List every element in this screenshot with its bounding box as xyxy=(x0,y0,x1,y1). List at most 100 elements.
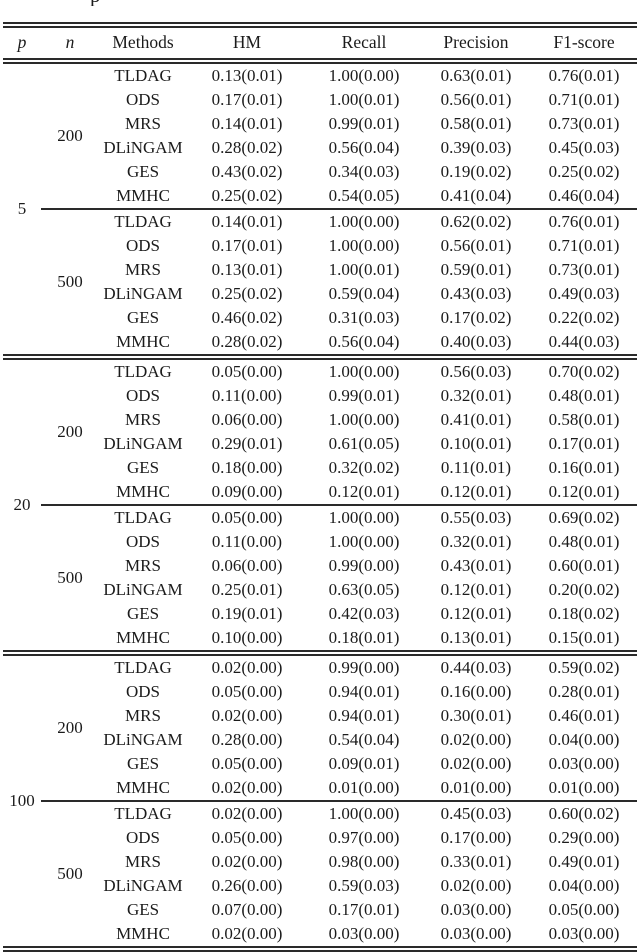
f1-cell: 0.60(0.01) xyxy=(548,556,620,575)
hm-cell: 0.28(0.02) xyxy=(211,138,283,157)
method-cell: MRS xyxy=(125,410,161,429)
precision-cell: 0.41(0.04) xyxy=(440,186,512,205)
method-cell: GES xyxy=(126,458,160,477)
table-row: MRS 0.02(0.00) 0.98(0.00) 0.33(0.01) 0.49(0.… xyxy=(3,850,637,874)
recall-cell: 0.54(0.04) xyxy=(328,730,400,749)
f1-cell: 0.12(0.01) xyxy=(548,482,620,501)
hm-cell: 0.02(0.00) xyxy=(211,852,283,871)
method-cell: GES xyxy=(126,604,160,623)
table-row: DLiNGAM 0.28(0.02) 0.56(0.04) 0.39(0.03) 0.4… xyxy=(3,136,637,160)
precision-cell: 0.12(0.01) xyxy=(440,482,512,501)
precision-cell: 0.03(0.00) xyxy=(440,924,512,943)
precision-cell: 0.62(0.02) xyxy=(421,208,531,234)
table-row: 500 TLDAG 0.14(0.01) 1.00(0.00) 0.62(0.02) 0.… xyxy=(3,208,637,357)
method-cell: DLiNGAM xyxy=(103,580,183,599)
precision-cell: 0.02(0.00) xyxy=(440,754,512,773)
method-cell: MMHC xyxy=(116,332,170,351)
hm-cell: 0.25(0.02) xyxy=(211,186,283,205)
table-row: ODS 0.17(0.01) 1.00(0.01) 0.56(0.01) 0.71(0.… xyxy=(3,88,637,112)
hm-cell: 0.25(0.02) xyxy=(211,284,283,303)
precision-cell: 0.02(0.00) xyxy=(440,876,512,895)
recall-cell: 1.00(0.00) xyxy=(307,504,421,530)
recall-cell: 0.99(0.00) xyxy=(328,556,400,575)
method-cell: TLDAG xyxy=(114,66,172,85)
hm-cell: 0.13(0.01) xyxy=(211,260,283,279)
precision-cell: 0.10(0.01) xyxy=(440,434,512,453)
table-row: MMHC 0.25(0.02) 0.54(0.05) 0.41(0.04) 0.46(0… xyxy=(3,184,637,209)
method-cell: MRS xyxy=(125,114,161,133)
precision-cell: 0.39(0.03) xyxy=(440,138,512,157)
column-header-precision: Precision xyxy=(421,25,531,64)
column-header-hm: HM xyxy=(187,25,307,64)
recall-cell: 0.54(0.05) xyxy=(328,186,400,205)
precision-cell: 0.40(0.03) xyxy=(440,332,512,351)
f1-cell: 0.73(0.01) xyxy=(548,260,620,279)
table-row: MMHC 0.10(0.00) 0.18(0.01) 0.13(0.01) 0.15(0… xyxy=(3,626,637,653)
recall-cell: 1.00(0.00) xyxy=(328,236,400,255)
table-row: DLiNGAM 0.25(0.01) 0.63(0.05) 0.12(0.01) 0.2… xyxy=(3,578,637,602)
hm-cell: 0.18(0.00) xyxy=(211,458,283,477)
method-cell: DLiNGAM xyxy=(103,138,183,157)
recall-cell: 0.98(0.00) xyxy=(328,852,400,871)
p-group-label: 5 xyxy=(17,199,27,218)
recall-cell: 0.99(0.00) xyxy=(307,650,421,680)
precision-cell: 0.55(0.03) xyxy=(421,504,531,530)
method-cell: DLiNGAM xyxy=(103,434,183,453)
hm-cell: 0.17(0.01) xyxy=(211,90,283,109)
recall-cell: 0.12(0.01) xyxy=(328,482,400,501)
hm-cell: 0.28(0.00) xyxy=(211,730,283,749)
table-row: MRS 0.06(0.00) 1.00(0.00) 0.41(0.01) 0.58(0.… xyxy=(3,408,637,432)
f1-cell: 0.03(0.00) xyxy=(548,754,620,773)
hm-cell: 0.02(0.00) xyxy=(211,706,283,725)
hm-cell: 0.11(0.00) xyxy=(211,386,283,405)
f1-cell: 0.59(0.02) xyxy=(531,650,637,680)
table-row: 20 200 TLDAG 0.05(0.00) 1.00(0.00) 0.56(0.03)… xyxy=(3,354,637,653)
precision-cell: 0.45(0.03) xyxy=(421,800,531,826)
f1-cell: 0.03(0.00) xyxy=(548,924,620,943)
f1-cell: 0.04(0.00) xyxy=(548,730,620,749)
precision-cell: 0.59(0.01) xyxy=(440,260,512,279)
recall-cell: 0.01(0.00) xyxy=(328,778,400,797)
table-row: DLiNGAM 0.28(0.00) 0.54(0.04) 0.02(0.00) 0.0… xyxy=(3,728,637,752)
table-row: MRS 0.13(0.01) 1.00(0.01) 0.59(0.01) 0.73(0.… xyxy=(3,258,637,282)
f1-cell: 0.58(0.01) xyxy=(548,410,620,429)
table-row: GES 0.18(0.00) 0.32(0.02) 0.11(0.01) 0.16(0.… xyxy=(3,456,637,480)
recall-cell: 0.61(0.05) xyxy=(328,434,400,453)
f1-cell: 0.76(0.01) xyxy=(531,208,637,234)
f1-cell: 0.44(0.03) xyxy=(548,332,620,351)
f1-cell: 0.48(0.01) xyxy=(548,386,620,405)
recall-cell: 1.00(0.00) xyxy=(307,208,421,234)
table-row: MRS 0.02(0.00) 0.94(0.01) 0.30(0.01) 0.46(0.… xyxy=(3,704,637,728)
hm-cell: 0.26(0.00) xyxy=(211,876,283,895)
table-row: MMHC 0.02(0.00) 0.01(0.00) 0.01(0.00) 0.01(0… xyxy=(3,776,637,801)
method-cell: ODS xyxy=(125,828,160,847)
method-cell: MMHC xyxy=(116,482,170,501)
recall-cell: 0.09(0.01) xyxy=(328,754,400,773)
precision-cell: 0.56(0.01) xyxy=(440,90,512,109)
f1-cell: 0.45(0.03) xyxy=(548,138,620,157)
method-cell: MMHC xyxy=(116,628,170,647)
table-row: MMHC 0.09(0.00) 0.12(0.01) 0.12(0.01) 0.12(0… xyxy=(3,480,637,505)
table-row: 500 TLDAG 0.02(0.00) 1.00(0.00) 0.45(0.03) 0.… xyxy=(3,800,637,949)
precision-cell: 0.41(0.01) xyxy=(440,410,512,429)
column-header-n: n xyxy=(41,25,99,64)
f1-cell: 0.46(0.04) xyxy=(548,186,620,205)
method-cell: DLiNGAM xyxy=(103,284,183,303)
recall-cell: 0.99(0.01) xyxy=(328,114,400,133)
precision-cell: 0.32(0.01) xyxy=(440,532,512,551)
f1-cell: 0.22(0.02) xyxy=(548,308,620,327)
p-group-label: 100 xyxy=(3,650,41,949)
table-row: 500 TLDAG 0.05(0.00) 1.00(0.00) 0.55(0.03) 0.… xyxy=(3,504,637,653)
hm-cell: 0.17(0.01) xyxy=(211,236,283,255)
hm-cell: 0.14(0.01) xyxy=(211,114,283,133)
method-cell: GES xyxy=(126,900,160,919)
hm-cell: 0.06(0.00) xyxy=(211,410,283,429)
hm-cell: 0.14(0.01) xyxy=(187,208,307,234)
caption-fragment-glyph: p xyxy=(90,0,114,6)
recall-cell: 1.00(0.00) xyxy=(328,66,400,85)
hm-cell: 0.02(0.00) xyxy=(187,800,307,826)
method-cell: MRS xyxy=(125,556,161,575)
table-row: GES 0.43(0.02) 0.34(0.03) 0.19(0.02) 0.25(0.… xyxy=(3,160,637,184)
precision-cell: 0.12(0.01) xyxy=(440,604,512,623)
table-row: MMHC 0.02(0.00) 0.03(0.00) 0.03(0.00) 0.03(0… xyxy=(3,922,637,949)
